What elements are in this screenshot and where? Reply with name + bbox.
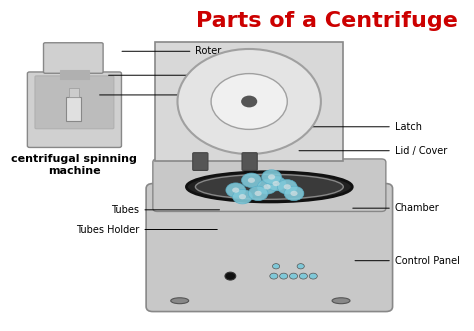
Text: Parts of a Centrifuge: Parts of a Centrifuge	[196, 11, 457, 31]
Circle shape	[309, 273, 317, 279]
FancyBboxPatch shape	[44, 43, 103, 73]
Circle shape	[248, 178, 255, 183]
Text: Control Panel: Control Panel	[355, 256, 460, 266]
Circle shape	[262, 170, 282, 184]
FancyBboxPatch shape	[60, 70, 89, 78]
FancyBboxPatch shape	[66, 97, 81, 121]
Text: Latch: Latch	[306, 122, 422, 132]
Circle shape	[284, 186, 304, 201]
Ellipse shape	[211, 73, 287, 129]
Circle shape	[257, 180, 277, 194]
Circle shape	[273, 181, 280, 186]
Ellipse shape	[186, 172, 352, 202]
Text: Tubes Holder: Tubes Holder	[76, 224, 217, 234]
Text: Roter: Roter	[122, 46, 222, 56]
Circle shape	[248, 186, 268, 201]
Ellipse shape	[177, 49, 321, 154]
Polygon shape	[155, 42, 343, 161]
Ellipse shape	[332, 298, 350, 304]
Circle shape	[277, 180, 297, 194]
FancyBboxPatch shape	[35, 76, 114, 129]
FancyBboxPatch shape	[27, 72, 121, 147]
Circle shape	[297, 263, 304, 269]
Ellipse shape	[171, 298, 189, 304]
FancyBboxPatch shape	[242, 153, 257, 170]
Circle shape	[283, 184, 291, 189]
Circle shape	[268, 174, 275, 180]
Circle shape	[232, 187, 239, 193]
Ellipse shape	[195, 174, 343, 199]
Text: Drive Shaft: Drive Shaft	[109, 70, 250, 80]
Text: Lid / Cover: Lid / Cover	[299, 146, 447, 156]
Circle shape	[300, 273, 308, 279]
Circle shape	[266, 176, 286, 191]
Text: Chamber: Chamber	[353, 203, 439, 213]
Circle shape	[290, 273, 298, 279]
Text: centrifugal spinning
machine: centrifugal spinning machine	[11, 154, 137, 176]
Circle shape	[242, 173, 261, 187]
Circle shape	[255, 191, 262, 196]
Circle shape	[270, 273, 278, 279]
Circle shape	[233, 189, 252, 204]
Circle shape	[225, 272, 236, 280]
Circle shape	[226, 183, 246, 197]
Circle shape	[239, 194, 246, 199]
Circle shape	[241, 96, 257, 107]
Circle shape	[273, 263, 280, 269]
Circle shape	[264, 184, 271, 189]
Text: Tubes: Tubes	[111, 205, 219, 215]
Circle shape	[291, 191, 298, 196]
FancyBboxPatch shape	[193, 153, 208, 170]
FancyBboxPatch shape	[153, 159, 386, 212]
FancyBboxPatch shape	[146, 184, 392, 311]
Text: Electric Motor: Electric Motor	[100, 90, 263, 100]
FancyBboxPatch shape	[69, 88, 79, 97]
Circle shape	[280, 273, 288, 279]
